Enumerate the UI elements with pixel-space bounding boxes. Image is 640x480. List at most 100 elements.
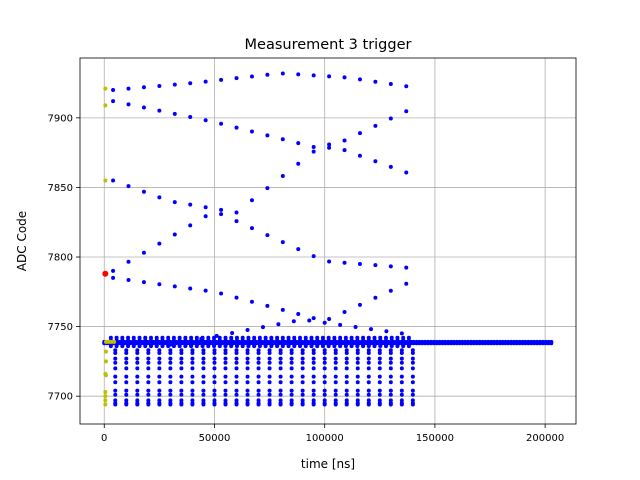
data-point: [410, 392, 415, 397]
data-point: [112, 339, 117, 344]
data-point: [212, 374, 217, 379]
data-point: [245, 351, 250, 356]
data-point: [523, 341, 528, 346]
data-point: [234, 219, 239, 224]
data-point: [260, 325, 265, 330]
data-point: [344, 398, 349, 403]
data-point: [366, 335, 371, 340]
data-point: [157, 374, 162, 379]
data-point: [342, 75, 347, 80]
data-point: [201, 380, 206, 385]
data-point: [333, 360, 338, 365]
data-point: [344, 348, 349, 353]
data-point: [267, 360, 272, 365]
data-point: [157, 195, 162, 200]
data-point: [320, 335, 325, 340]
data-point: [278, 388, 283, 393]
data-point: [171, 344, 176, 349]
data-point: [256, 366, 261, 371]
data-point: [389, 335, 394, 340]
data-point: [278, 356, 283, 361]
data-point: [355, 356, 360, 361]
data-point: [406, 344, 411, 349]
data-point: [388, 366, 393, 371]
data-point: [431, 341, 436, 346]
data-point: [311, 254, 316, 259]
y-axis-ticks: 7700 7750 7800 7850 7900: [48, 113, 80, 403]
data-point: [404, 281, 409, 286]
data-point: [280, 307, 285, 312]
data-point: [146, 374, 151, 379]
data-point: [355, 344, 360, 349]
data-point: [124, 398, 129, 403]
data-point: [203, 205, 208, 210]
data-point: [474, 341, 479, 346]
data-point: [326, 335, 331, 340]
data-point: [188, 223, 193, 228]
data-point: [378, 335, 383, 340]
data-point: [201, 351, 206, 356]
data-point: [311, 73, 316, 78]
data-point: [234, 335, 239, 340]
data-point: [234, 210, 239, 215]
data-point: [322, 366, 327, 371]
data-point: [154, 344, 159, 349]
data-point: [406, 338, 411, 343]
data-point: [143, 338, 148, 343]
data-point: [113, 388, 118, 393]
data-point: [437, 341, 442, 346]
data-point: [200, 344, 205, 349]
data-point: [388, 398, 393, 403]
data-point: [377, 374, 382, 379]
data-point: [146, 348, 151, 353]
data-point: [141, 280, 146, 285]
data-point: [322, 320, 327, 325]
x-axis-ticks: 0 50000 100000 150000 200000: [101, 424, 564, 444]
data-point: [148, 338, 153, 343]
data-point: [292, 344, 297, 349]
data-point: [300, 356, 305, 361]
data-point: [311, 149, 316, 154]
data-point: [166, 335, 171, 340]
data-point: [245, 388, 250, 393]
x-tick-label: 100000: [306, 433, 344, 444]
data-point: [399, 374, 404, 379]
data-point: [322, 398, 327, 403]
data-point: [108, 335, 113, 340]
data-point: [410, 351, 415, 356]
data-point: [315, 335, 320, 340]
data-point: [399, 402, 404, 407]
data-point: [219, 121, 224, 126]
data-point: [399, 398, 404, 403]
data-point: [300, 348, 305, 353]
data-point: [517, 341, 522, 346]
data-point: [342, 148, 347, 153]
data-point: [311, 316, 316, 321]
data-point: [234, 392, 239, 397]
data-point: [388, 164, 393, 169]
data-point: [343, 338, 348, 343]
data-point: [300, 366, 305, 371]
data-point: [311, 392, 316, 397]
data-point: [322, 348, 327, 353]
data-point: [509, 341, 514, 346]
data-point: [311, 374, 316, 379]
data-point: [477, 341, 482, 346]
data-point: [322, 388, 327, 393]
data-point: [278, 360, 283, 365]
data-point: [526, 341, 531, 346]
data-point: [269, 335, 274, 340]
data-point: [494, 341, 499, 346]
data-point: [146, 366, 151, 371]
data-point: [344, 402, 349, 407]
data-point: [399, 348, 404, 353]
data-point: [157, 108, 162, 113]
data-point: [212, 338, 217, 343]
data-point: [311, 402, 316, 407]
data-point: [322, 380, 327, 385]
data-point: [194, 344, 199, 349]
data-point: [190, 348, 195, 353]
data-point: [388, 356, 393, 361]
data-point: [113, 374, 118, 379]
data-point: [124, 374, 129, 379]
